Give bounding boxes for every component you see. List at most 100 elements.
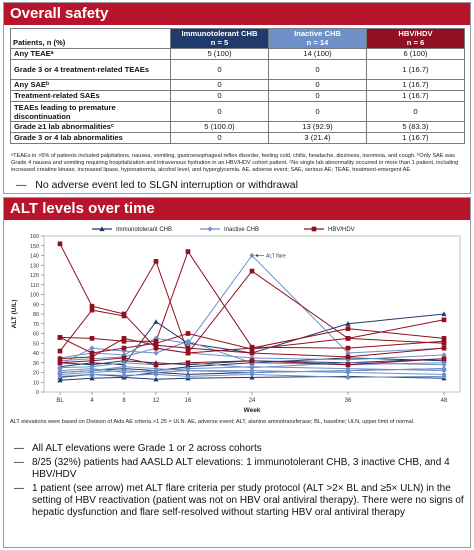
data-point: [121, 355, 127, 361]
y-tick-label: 20: [33, 371, 39, 377]
data-point: [89, 345, 95, 351]
data-point: [57, 348, 63, 354]
series-line: [59, 319, 445, 354]
data-point: [121, 367, 127, 374]
x-axis-label: Week: [244, 407, 261, 414]
column-header-hbv-hdv: HBV/HDV n = 6: [366, 28, 465, 49]
row-header: Patients, n (%): [10, 28, 171, 49]
data-point: [345, 350, 351, 356]
y-tick-label: 90: [33, 302, 39, 308]
data-point: [153, 259, 159, 264]
y-tick-label: 60: [33, 332, 39, 338]
series-line: [59, 313, 445, 368]
y-tick-label: 0: [36, 390, 39, 396]
data-point: [345, 336, 351, 341]
cell-value: 1 (16.7): [366, 59, 465, 80]
cell-value: 1 (16.7): [366, 79, 465, 91]
data-point: [121, 345, 127, 351]
y-tick-label: 150: [30, 244, 39, 250]
row-label: TEAEs leading to premature discontinuati…: [10, 101, 171, 122]
data-point: [89, 375, 95, 381]
data-point: [441, 345, 447, 351]
x-tick-label: 12: [153, 398, 160, 404]
table-row: TEAEs leading to premature discontinuati…: [10, 101, 465, 122]
data-point: [89, 371, 95, 378]
series-line: [59, 370, 445, 375]
data-point: [121, 372, 127, 379]
row-label: Grade ≥1 lab abnormalitiesᶜ: [10, 121, 171, 133]
data-point: [249, 252, 255, 259]
data-point: [57, 335, 63, 340]
cell-value: 0: [170, 101, 269, 122]
safety-bullet: — No adverse event led to SLGN interrupt…: [16, 179, 298, 191]
column-header-immunotolerant: Immunotolerant CHB n = 5: [170, 28, 269, 49]
data-point: [89, 303, 95, 309]
cell-value: 5 (83.3): [366, 121, 465, 133]
legend-label: Immunotolerant CHB: [116, 227, 172, 233]
legend-label: HBV/HDV: [328, 227, 355, 233]
safety-footnote: ᵃTEAEs in >5% of patients included palpi…: [11, 153, 459, 173]
data-point: [89, 358, 95, 364]
column-name: HBV/HDV: [398, 29, 433, 38]
data-point: [89, 367, 95, 374]
data-point: [345, 326, 351, 331]
list-item: —8/25 (32%) patients had AASLD ALT eleva…: [14, 457, 466, 481]
y-tick-label: 50: [33, 341, 39, 347]
list-item: — All ALT elevations were Grade 1 or 2 ac…: [14, 443, 466, 455]
series-line: [59, 260, 445, 355]
data-point: [345, 345, 351, 351]
overall-safety-panel: Overall safety Patients, n (%) Immunotol…: [3, 2, 471, 194]
series-line: [59, 373, 445, 378]
annotation-arrowhead: [255, 253, 258, 258]
data-point: [121, 336, 127, 341]
y-tick-label: 120: [30, 273, 39, 279]
data-point: [153, 345, 159, 351]
row-label: Grade 3 or 4 lab abnormalities: [10, 132, 171, 144]
data-point: [249, 374, 255, 380]
series-line: [59, 366, 445, 374]
cell-value: 0: [170, 132, 269, 144]
alt-footnote: ALT elevations were based on Division of…: [10, 419, 415, 425]
y-tick-label: 80: [33, 312, 39, 318]
data-point: [249, 350, 255, 356]
alt-levels-panel: ALT levels over time 0 10 20 30 40 50 60 70 80 90…: [3, 197, 471, 548]
legend-marker: [207, 226, 213, 232]
data-point: [185, 249, 191, 254]
data-point: [153, 335, 159, 341]
y-tick-label: 100: [30, 293, 39, 299]
data-point: [441, 352, 447, 358]
column-name: Immunotolerant CHB: [181, 29, 258, 38]
cell-value: 0: [170, 59, 269, 80]
data-point: [185, 345, 191, 351]
cell-value: 0: [170, 90, 269, 102]
cell-value: 1 (16.7): [366, 90, 465, 102]
data-point: [441, 336, 447, 341]
data-point: [89, 350, 95, 356]
y-tick-label: 30: [33, 361, 39, 367]
data-point: [249, 358, 255, 364]
legend-marker: [311, 226, 317, 232]
bullet-text: 8/25 (32%) patients had AASLD ALT elevat…: [32, 457, 450, 480]
cell-value: 0: [268, 59, 367, 80]
alt-title: ALT levels over time: [4, 198, 470, 220]
series-line: [59, 250, 445, 349]
data-point: [153, 376, 159, 382]
column-n: n = 6: [406, 37, 425, 47]
bullet-text: All ALT elevations were Grade 1 or 2 acr…: [32, 443, 262, 454]
y-tick-label: 110: [30, 283, 39, 289]
data-point: [345, 367, 351, 374]
x-tick-label: 8: [122, 398, 126, 404]
data-point: [153, 342, 159, 348]
data-point: [345, 362, 351, 368]
series-line: [59, 243, 445, 354]
y-axis-label: ALT (U/L): [11, 300, 18, 329]
y-tick-label: 160: [30, 234, 39, 240]
x-tick-label: BL: [56, 398, 64, 404]
cell-value: 0: [170, 79, 269, 91]
data-point: [57, 360, 63, 366]
data-point: [153, 350, 159, 356]
safety-title: Overall safety: [4, 3, 470, 25]
data-point: [441, 356, 447, 362]
cell-value: 6 (100): [366, 48, 465, 60]
cell-value: 1 (16.7): [366, 132, 465, 144]
